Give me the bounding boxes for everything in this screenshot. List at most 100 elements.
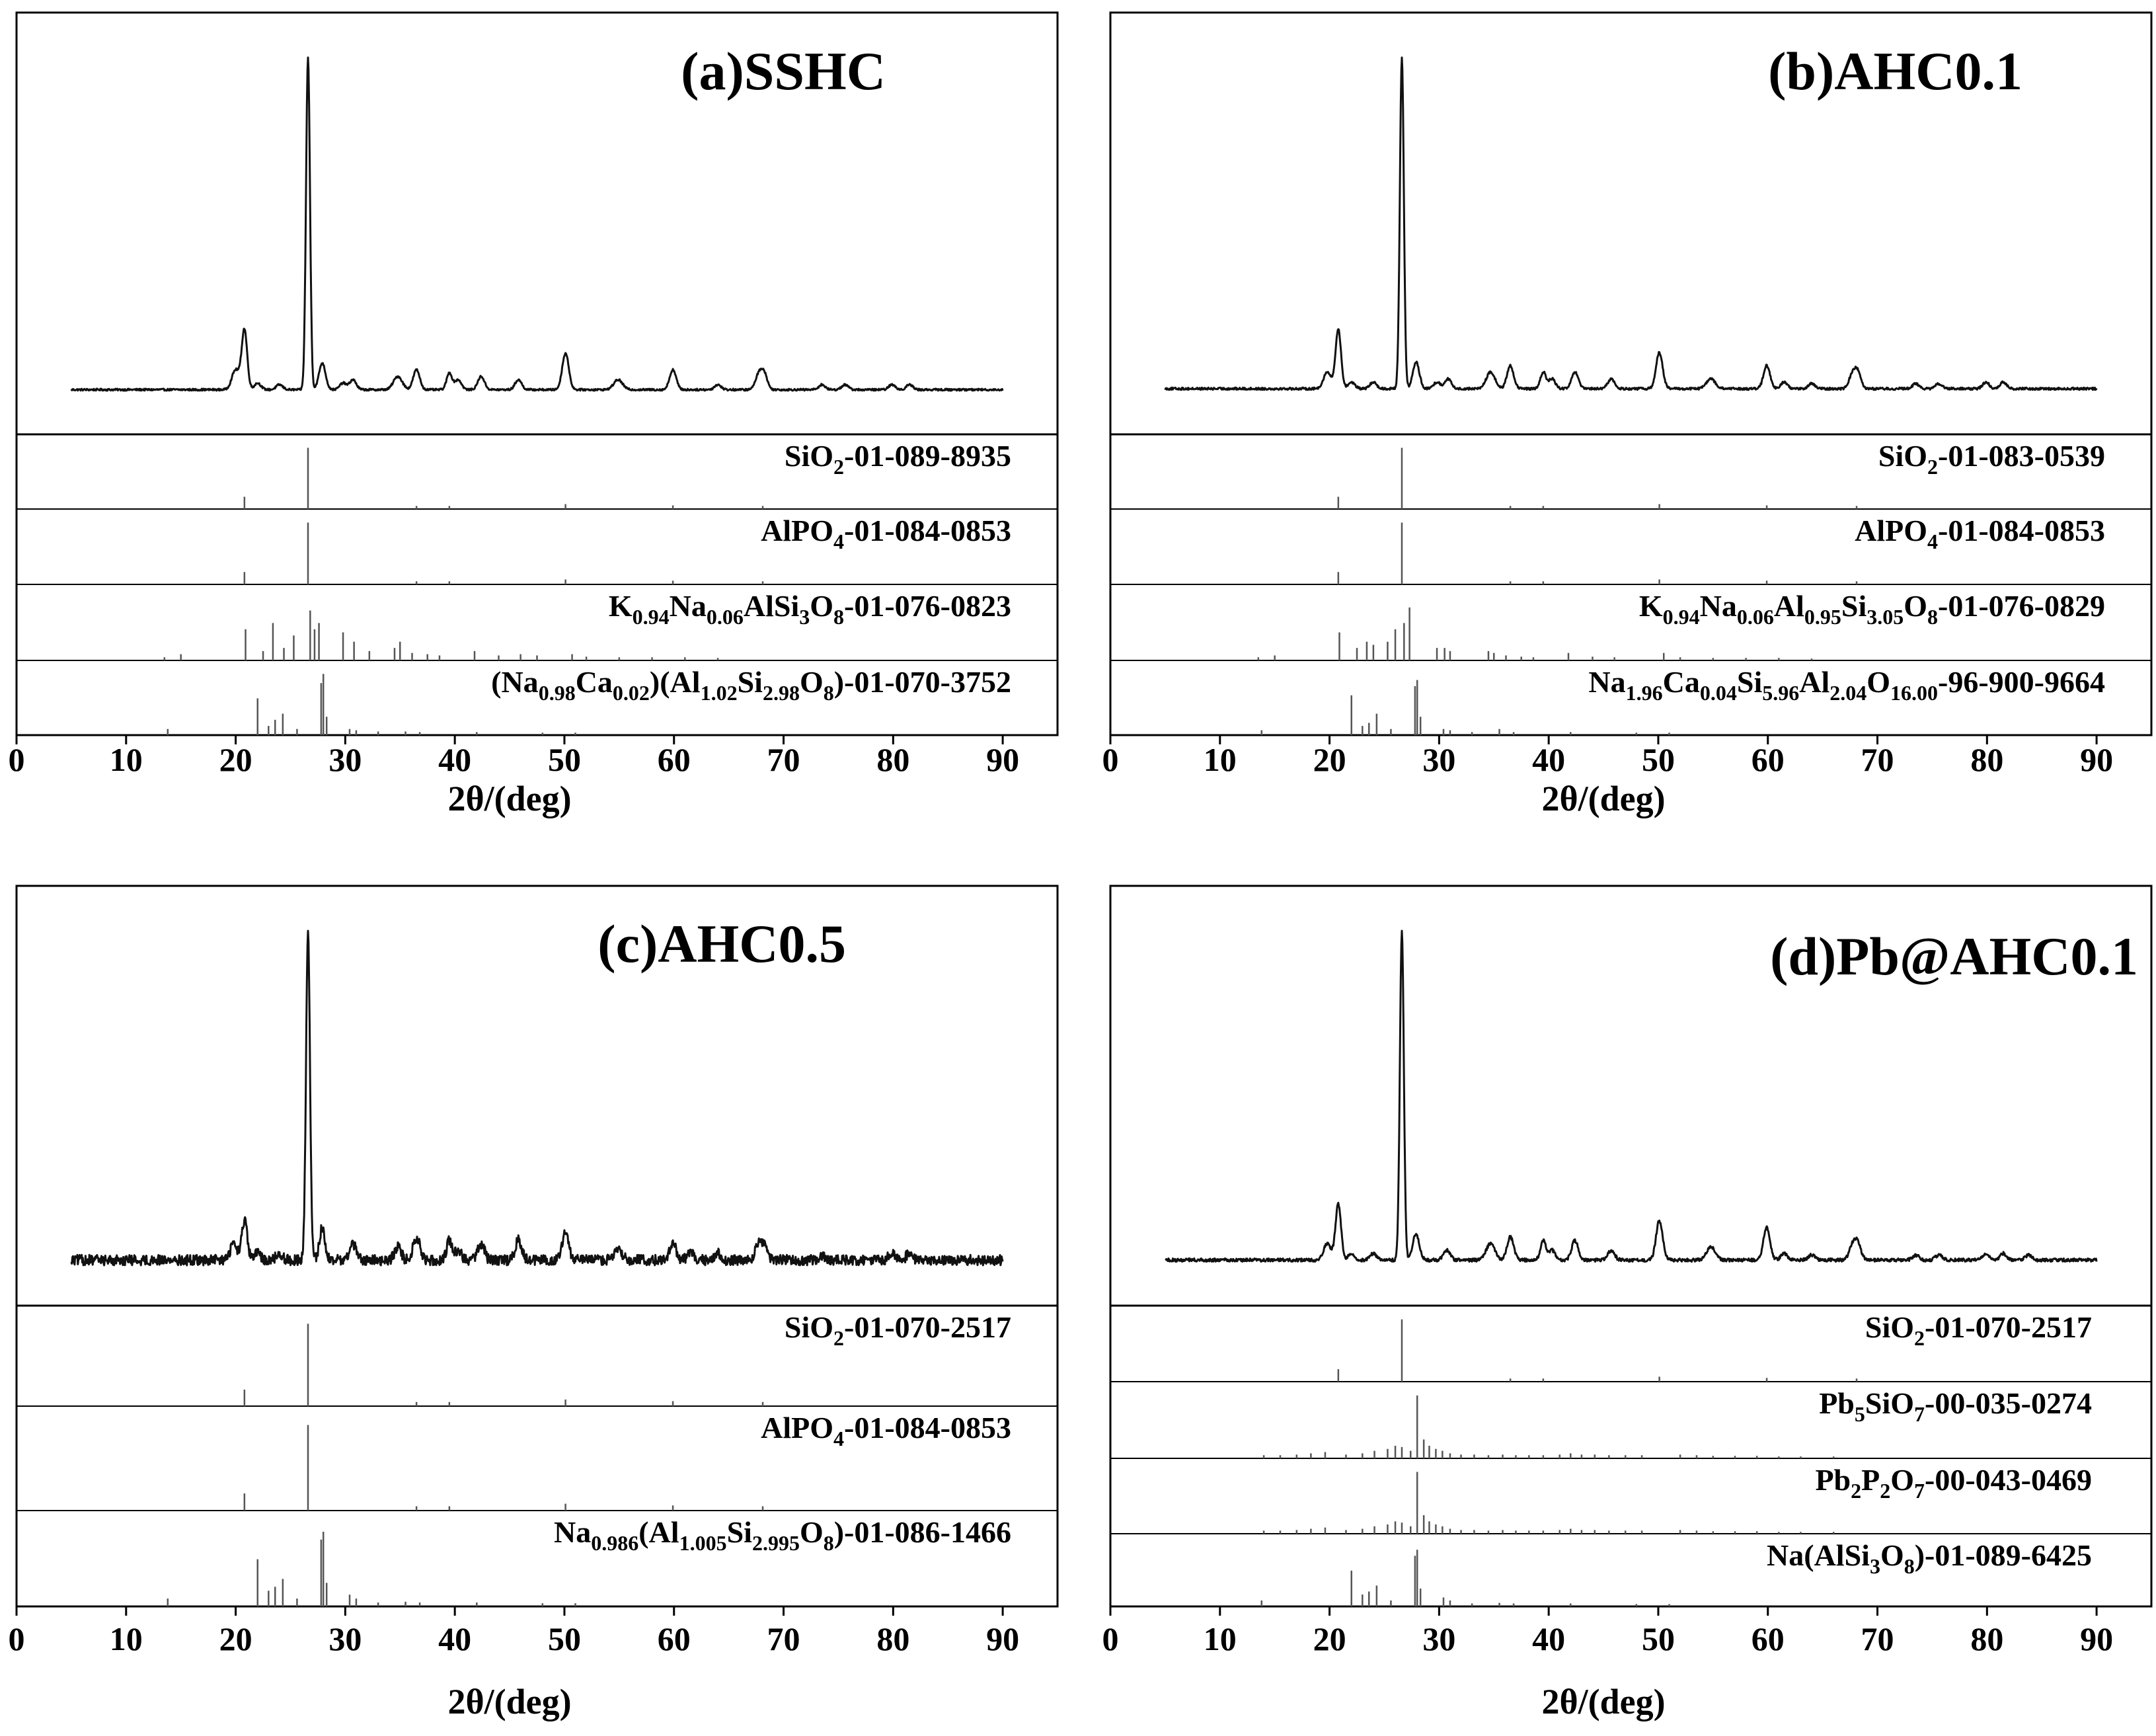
label-text: Ca [1663,665,1700,699]
x-tick-label: 0 [9,1620,25,1657]
x-tick-label: 10 [1204,1620,1237,1657]
panel-frame [1109,885,2153,1608]
reference-label: Na(AlSi3O8)-01-089-6425 [1767,1538,2092,1578]
label-subscript: 0.94 [633,605,670,629]
x-axis-label: 2θ/(deg) [447,1682,571,1721]
label-subscript: 8 [824,681,834,705]
x-tick-label: 80 [876,741,909,778]
label-text: O [800,665,824,699]
x-tick-label: 0 [1102,741,1119,778]
label-text: SiO [785,1310,833,1344]
label-subscript: 5 [1855,1402,1865,1426]
label-text: O [1867,665,1890,699]
reference-label: Na0.986(Al1.005Si2.995O8)-01-086-1466 [554,1515,1011,1555]
x-axis-label: 2θ/(deg) [1541,1682,1665,1721]
x-tick-label: 40 [1532,741,1565,778]
label-subscript: 0.04 [1700,681,1737,705]
label-subscript: 7 [1914,1479,1925,1503]
panel-frame [15,885,1059,1608]
x-tick-label: 60 [658,1620,691,1657]
x-axis-label: 2θ/(deg) [447,779,571,818]
xrd-pattern-line [70,929,1004,1267]
x-tick-label: 20 [1313,1620,1346,1657]
label-text: Ca [576,665,613,699]
label-text: SiO [785,439,833,473]
label-text: Al [1799,665,1829,699]
label-text: K [1639,589,1663,623]
reference-label: AlPO4-01-084-0853 [1855,514,2105,553]
label-text: -01-083-0539 [1938,439,2105,473]
label-subscript: 8 [1904,1554,1915,1578]
label-text: O [810,589,833,623]
label-text: -01-070-2517 [844,1310,1011,1344]
panel-frame [1109,11,2153,736]
x-tick-label: 80 [1970,1620,2003,1657]
x-tick-label: 50 [548,1620,581,1657]
x-axis-label: 2θ/(deg) [1541,779,1665,818]
x-tick-label: 70 [767,741,800,778]
label-subscript: 1.96 [1626,681,1663,705]
label-text: SiO [1878,439,1927,473]
label-text: AlPO [761,1411,833,1444]
x-tick-label: 10 [1204,741,1237,778]
label-text: Pb [1819,1386,1855,1420]
label-text: -01-084-0853 [844,514,1011,547]
label-text: )(Al [650,665,701,699]
reference-pattern: AlPO4-01-084-0853 [17,514,1058,585]
label-text: Na [670,589,707,623]
xrd-panel: (a)SSHCSiO2-01-089-8935AlPO4-01-084-0853… [9,11,1059,818]
label-text: K [609,589,633,623]
label-text: Si [1841,589,1867,623]
label-subscript: 8 [824,1531,834,1555]
reference-pattern: Na0.986(Al1.005Si2.995O8)-01-086-1466 [167,1515,1011,1606]
reference-label: AlPO4-01-084-0853 [761,1411,1011,1450]
label-text: -00-035-0274 [1925,1386,2092,1420]
label-subscript: 0.94 [1663,605,1700,629]
reference-label: K0.94Na0.06AlSi3O8-01-076-0823 [609,589,1011,629]
x-tick-label: 80 [1970,741,2003,778]
x-tick-label: 60 [658,741,691,778]
label-subscript: 2.04 [1829,681,1867,705]
panel-title: (c)AHC0.5 [597,914,846,974]
x-tick-label: 70 [767,1620,800,1657]
label-subscript: 1.005 [679,1531,727,1555]
x-tick-label: 30 [328,741,362,778]
reference-pattern: SiO2-01-070-2517 [17,1310,1058,1407]
label-text: Si [1737,665,1763,699]
reference-label: (Na0.98Ca0.02)(Al1.02Si2.98O8)-01-070-37… [491,665,1011,705]
label-subscript: 3 [1870,1554,1880,1578]
label-text: Na [1700,589,1737,623]
label-text: -01-089-8935 [844,439,1011,473]
label-text: -01-076-0829 [1938,589,2105,623]
label-text: Na [1588,665,1625,699]
label-subscript: 8 [833,605,844,629]
reference-pattern: Pb2P2O7-00-043-0469 [1110,1463,2151,1534]
label-subscript: 4 [833,1427,844,1450]
label-subscript: 0.95 [1804,605,1841,629]
label-subscript: 4 [1927,530,1938,553]
label-text: -01-084-0853 [1938,514,2105,547]
x-tick-label: 20 [219,1620,252,1657]
panel-title: (b)AHC0.1 [1768,41,2022,101]
xrd-pattern-line [1165,929,2098,1263]
reference-pattern: SiO2-01-083-0539 [1110,439,2151,510]
label-subscript: 2 [833,1326,844,1350]
xrd-panel: (b)AHC0.1SiO2-01-083-0539AlPO4-01-084-08… [1102,11,2153,818]
x-tick-label: 90 [986,741,1019,778]
label-subscript: 2 [833,455,844,479]
label-text: O [1904,589,1927,623]
label-text: Na(AlSi [1767,1538,1870,1572]
label-text: -01-076-0823 [844,589,1011,623]
label-subscript: 2 [1880,1479,1890,1503]
reference-pattern: (Na0.98Ca0.02)(Al1.02Si2.98O8)-01-070-37… [167,665,1011,735]
label-subscript: 2 [1927,455,1938,479]
panel-frame [15,11,1059,736]
label-text: -96-900-9664 [1938,665,2105,699]
label-text: O [800,1515,824,1549]
xrd-pattern-line [70,56,1004,392]
reference-pattern: AlPO4-01-084-0853 [17,1411,1058,1511]
x-tick-label: 90 [986,1620,1019,1657]
reference-label: AlPO4-01-084-0853 [761,514,1011,553]
